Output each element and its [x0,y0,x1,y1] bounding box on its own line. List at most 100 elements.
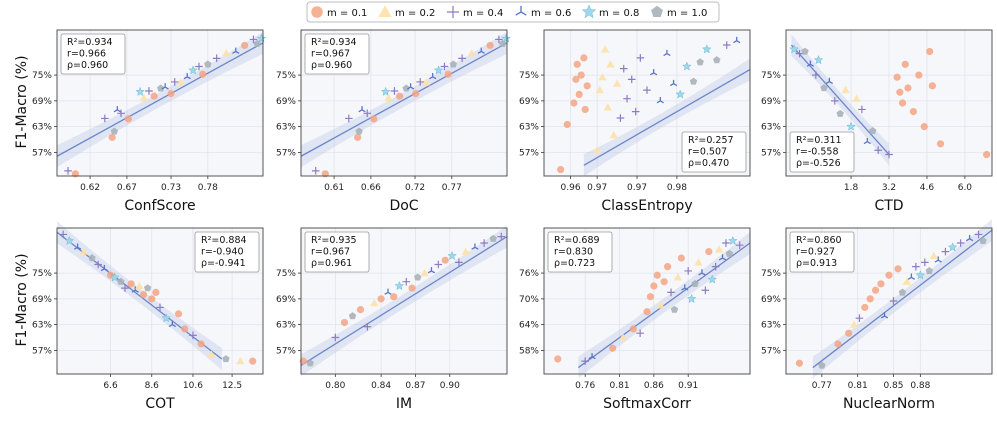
panel-nuclearnorm: 57% 63% 69% 75% 0.77 0.81 0.85 0.88 R²=0.860r=0.… [761,219,993,412]
data-point [901,60,909,68]
panel-softmaxcorr: 58% 64% 70% 76% 0.76 0.81 0.86 0.91 R²=0.689r=0.… [519,227,751,412]
y-tick-label: 57% [761,148,781,158]
data-point [845,329,853,337]
legend-label-3: m = 0.4 [463,8,503,19]
data-point [795,359,804,367]
data-point [363,109,372,118]
data-point [861,303,869,312]
y-axis-label-top: F1-Macro (%) [14,55,30,148]
regression-line [577,242,751,369]
plot-frame [543,29,751,177]
data-point [434,260,443,269]
stat-r2: R²=0.311 [796,135,842,146]
data-point [135,281,144,290]
panel-ctd: 57% 63% 69% 75% 1.8 3.2 4.6 6.0 R²=0.311r=-0.558… [761,29,993,214]
data-point [926,47,934,56]
data-point [577,71,585,79]
data-point [394,280,405,291]
y-tick-label: 64% [519,321,539,331]
data-point [909,107,917,116]
stat-rho: ρ=0.723 [554,258,595,269]
regression-line [812,229,993,369]
data-point [701,44,712,54]
stat-r2: R²=0.884 [201,235,247,246]
x-tick-label: 0.86 [644,381,664,391]
x-tick-label: 0.73 [161,183,181,193]
data-point [698,269,706,276]
data-point [117,277,125,285]
data-point [907,273,916,280]
data-point [928,82,936,90]
data-point [673,273,683,281]
data-point [974,230,983,239]
data-point [806,60,815,67]
x-tick-label: 0.62 [80,183,100,193]
data-point [896,88,904,96]
y-tick-label: 57% [519,148,539,158]
data-point [414,273,422,281]
stat-rho: ρ=-0.941 [201,258,246,269]
data-point [681,284,689,291]
data-point [501,33,512,43]
data-point [64,167,72,175]
y-tick-label: 63% [519,123,539,133]
data-point [384,288,392,295]
x-tick-label: 0.67 [117,183,137,193]
data-point [395,92,404,100]
panels: 57%63%69%75%0.62 0.67 0.73 0.78R²=0.934r=0.… [32,29,993,412]
legend-frame [306,1,720,23]
data-point [841,85,850,94]
y-tick-label: 70% [519,295,539,305]
stat-r: r=-0.940 [201,247,244,258]
data-point [143,284,152,292]
data-point [904,84,912,92]
data-point [627,75,636,84]
data-point [606,60,615,68]
data-point [108,133,116,141]
data-point [150,92,158,100]
data-point [480,239,488,247]
y-tick-label: 69% [276,97,296,107]
data-point [408,284,416,292]
data-point [199,70,207,78]
x-axis-label: COT [145,396,175,412]
y-tick-label: 75% [761,71,781,81]
y-tick-label: 69% [519,97,539,107]
stat-r2: R²=0.935 [311,235,357,246]
data-point [113,106,121,113]
data-point [236,356,245,365]
y-tick-label: 69% [761,295,781,305]
legend-label-6: m = 1.0 [667,8,707,19]
y-tick-label: 63% [276,321,296,331]
stat-r: r=0.967 [311,49,350,60]
data-point [727,235,738,245]
data-point [636,329,644,338]
y-tick-label: 75% [276,269,296,279]
data-point [581,105,589,114]
data-point [858,105,866,114]
data-point [380,86,391,96]
data-point [813,54,824,65]
stat-rho: ρ=0.913 [796,258,837,269]
panel-cot: 57% 63% 69% 75% 6.6 8.6 10.6 12.5 R²=0.884r=-0.9… [32,221,264,412]
data-point [348,312,357,320]
regression-line [300,42,508,157]
y-axis-label-bottom: F1-Macro (%) [14,253,30,346]
y-tick-label: 69% [32,295,52,305]
data-point [486,41,494,50]
data-point [421,78,431,86]
legend-marker-3 [446,5,460,19]
data-point [354,133,362,141]
data-point [956,239,965,247]
data-point [603,103,612,111]
stat-rho: ρ=0.960 [311,60,352,71]
x-axis-label: NuclearNorm [843,396,935,412]
data-point [489,234,497,242]
y-tick-label: 63% [761,123,781,133]
data-point [902,277,912,285]
y-tick-label: 63% [32,123,52,133]
x-tick-label: 0.77 [442,183,462,193]
data-point [619,64,628,73]
data-point [340,318,349,327]
